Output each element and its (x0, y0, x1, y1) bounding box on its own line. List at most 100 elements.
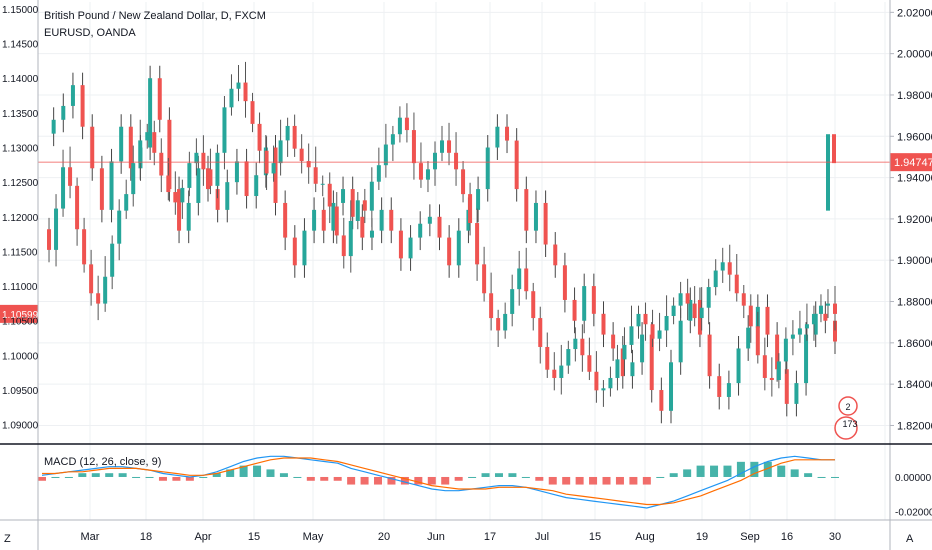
left-tick-label: 1.10000 (2, 351, 39, 362)
gbp-candle-body (299, 148, 304, 162)
macd-hist-bar (414, 476, 423, 485)
left-tick-label: 1.11500 (2, 247, 38, 258)
event-badge-circle[interactable] (834, 416, 858, 440)
macd-hist-bar (374, 476, 383, 485)
macd-hist-bar (333, 476, 342, 481)
eur-candle-body (80, 85, 85, 127)
right-tick-label: 2.02000 (897, 7, 932, 19)
gbp-candle-body (573, 338, 578, 350)
time-tick-label: 20 (378, 531, 390, 543)
eur-candle-body (505, 126, 510, 141)
gbp-candle-body (482, 264, 487, 294)
macd-hist-bar (831, 476, 839, 478)
gbp-candle-body (447, 140, 452, 153)
gbp-candle-body (489, 293, 494, 319)
macd-hist-bar (562, 476, 571, 485)
eur-candle-body (360, 216, 365, 238)
gbp-candle-body (208, 169, 213, 186)
macd-hist-bar (710, 465, 719, 477)
eur-candle-body (312, 209, 317, 231)
gbp-candle-body (790, 334, 795, 339)
time-tick-label: Sep (740, 531, 760, 543)
eur-candle-body (591, 286, 596, 314)
left-tick-label: 1.10500 (2, 317, 39, 328)
gbp-candle-body (475, 223, 480, 265)
eur-candle-body (70, 85, 75, 106)
time-tick-label: 16 (781, 531, 793, 543)
left-tick-label: 1.13500 (2, 109, 39, 120)
grid-lines (38, 2, 890, 520)
macd-hist-bar (185, 476, 194, 481)
gbp-candle-body (559, 365, 564, 378)
event-badge-circle[interactable] (838, 396, 858, 416)
eur-candle-body (186, 202, 191, 231)
gbp-candle-body (327, 183, 332, 207)
macd-hist-bar (320, 476, 329, 481)
eur-candle-body (254, 175, 259, 197)
eur-candle-body (196, 168, 201, 203)
gbp-candle-body (552, 369, 557, 378)
eur-candle-body (244, 161, 249, 197)
eur-candle-body (707, 334, 712, 377)
eur-candle-body (746, 327, 751, 349)
gbp-candle-body (215, 152, 220, 186)
gbp-candle-body (257, 123, 262, 151)
macd-hist-bar (589, 476, 598, 485)
gbp-candle-body (678, 293, 683, 306)
left-tick-label: 1.09000 (2, 421, 39, 432)
gbp-candle-body (313, 167, 318, 184)
event-badge-count: 2 (845, 402, 850, 412)
right-tick-label: 1.86000 (897, 338, 932, 350)
gbp-candle-body (650, 324, 655, 339)
gbp-candle-body (832, 134, 836, 164)
gbp-candle-body (334, 206, 339, 236)
right-tick-label: 1.82000 (897, 420, 932, 432)
eur-candle-body (398, 230, 403, 259)
gbp-candle-body (362, 200, 367, 211)
gbp-candle-body (833, 303, 837, 314)
gbp-candle-body (720, 262, 725, 271)
gbp-candle-body (271, 163, 276, 174)
event-badge[interactable]: 173 (834, 416, 858, 440)
left-tick-label: 1.09500 (2, 386, 39, 397)
macd-hist-bar (521, 476, 530, 478)
gbp-candle-body (89, 264, 94, 294)
macd-hist-bar (669, 473, 678, 477)
macd-hist-bar (118, 473, 127, 477)
eur-candle-body (688, 299, 693, 321)
macd-hist-bar (750, 461, 759, 477)
timezone-button[interactable]: Z (4, 533, 11, 545)
macd-hist-bar (736, 461, 745, 477)
macd-hist-bar (105, 473, 114, 477)
event-badges[interactable]: 2 173 (834, 396, 858, 440)
gbp-candle-body (818, 305, 823, 314)
gbp-candle-body (201, 152, 206, 170)
gbp-candle-body (755, 326, 760, 356)
eur-candle-body (726, 383, 731, 397)
gbp-candle-body (545, 346, 550, 370)
macd-hist-bar (226, 469, 235, 477)
macd-hist-bar (199, 476, 208, 478)
time-tick-label: 18 (140, 531, 152, 543)
gbp-candle-body (657, 330, 662, 339)
auto-scale-button[interactable]: A (906, 533, 914, 545)
eur-candle-body (601, 313, 606, 335)
eur-candle-body (157, 78, 162, 120)
gbp-candle-body (566, 349, 571, 366)
macd-hist-bar (817, 476, 826, 478)
gbp-candle-body (348, 220, 353, 257)
macd-hist-bar (723, 465, 732, 477)
gbp-candle-body (440, 140, 445, 153)
chart-title: British Pound / New Zealand Dollar, D, F… (44, 10, 266, 22)
right-tick-label: 1.88000 (897, 297, 932, 309)
macd-hist-bar (696, 465, 705, 477)
eur-candle-body (427, 216, 432, 224)
eur-candle-body (225, 182, 230, 210)
macd-hist-bar (427, 476, 436, 485)
event-badge[interactable]: 2 (838, 396, 858, 416)
macd-hist-bar (51, 476, 60, 478)
gbp-candle-body (180, 187, 185, 203)
left-axis-ticks: 1.09000 1.09500 1.10000 1.10500 1.11000 1.115… (2, 5, 39, 432)
